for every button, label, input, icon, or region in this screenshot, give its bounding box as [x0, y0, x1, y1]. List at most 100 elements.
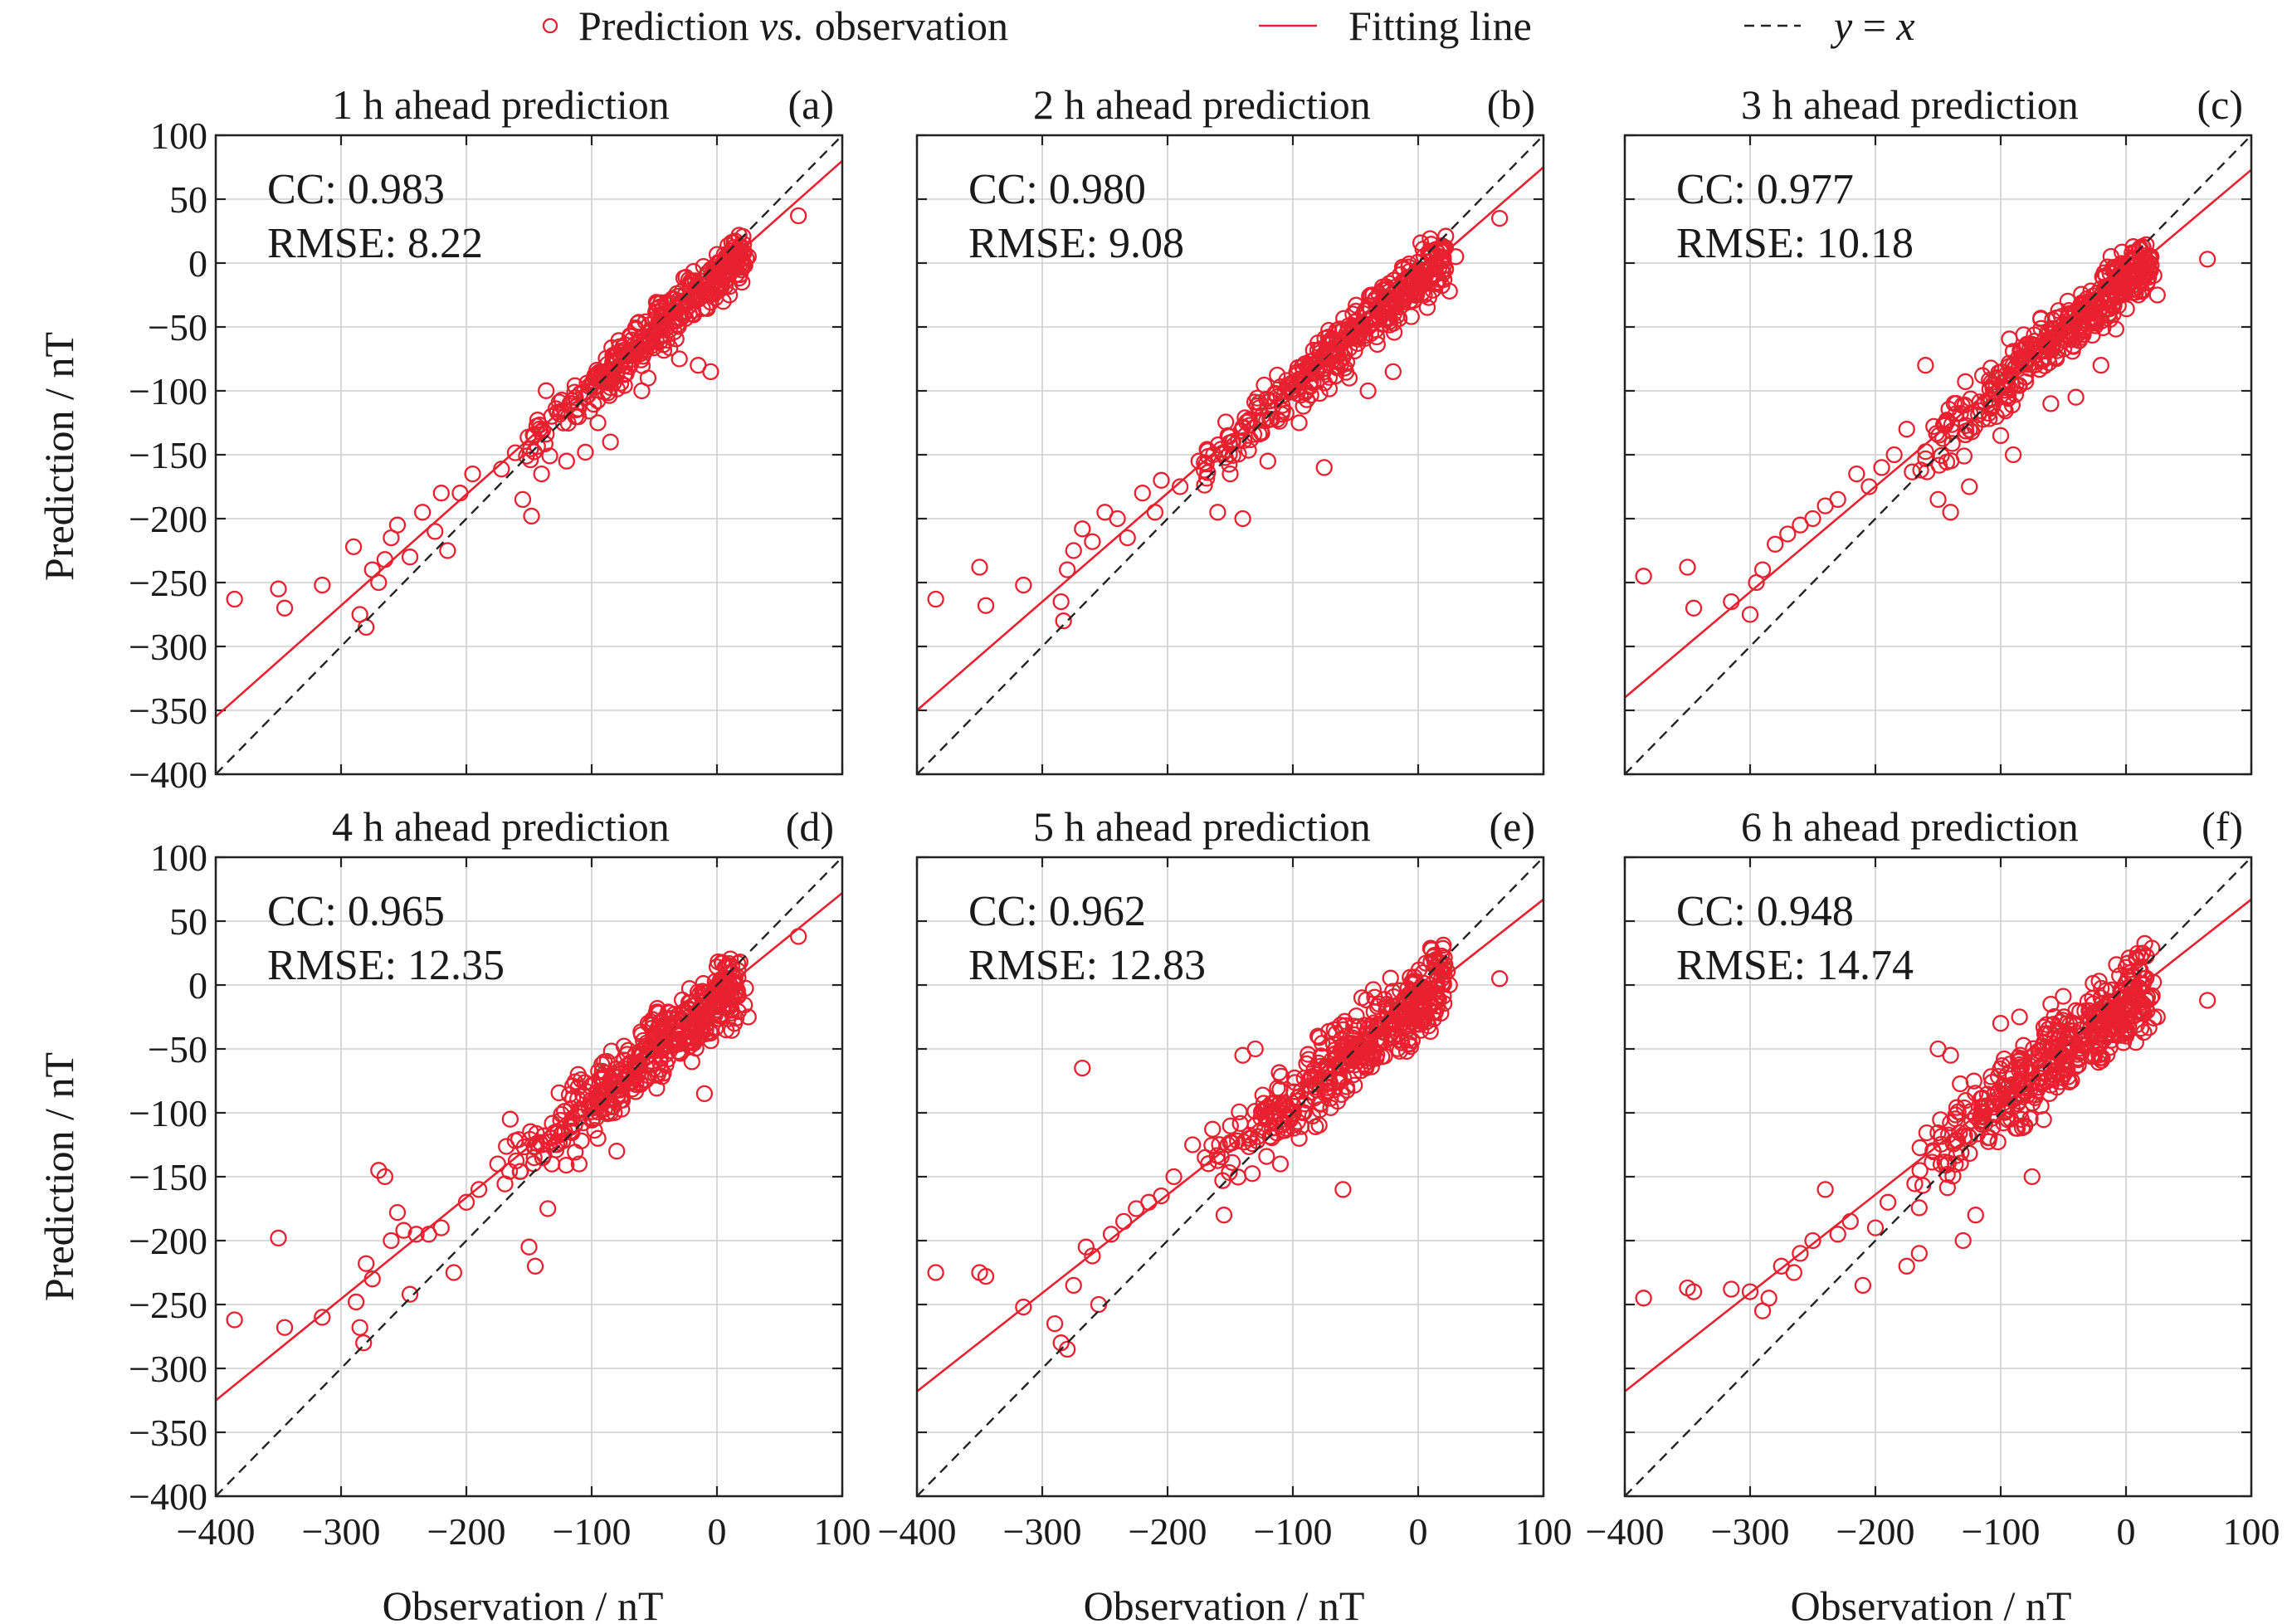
data-point	[2051, 1063, 2069, 1080]
data-point	[2118, 1011, 2135, 1028]
data-point	[1356, 1056, 1373, 1073]
data-point	[1760, 1290, 1777, 1307]
plot-area	[917, 857, 1543, 1496]
data-point	[1879, 1193, 1897, 1211]
data-point	[2119, 954, 2137, 972]
data-point	[1942, 1046, 1959, 1064]
data-point	[2012, 1110, 2030, 1129]
data-point	[1257, 1099, 1275, 1117]
data-point	[1948, 405, 1965, 422]
data-point	[2092, 357, 2109, 374]
grid	[1624, 856, 2252, 1497]
data-point	[1898, 421, 1915, 438]
data-point	[1241, 431, 1259, 449]
data-point	[413, 504, 432, 521]
panel-title: 6 h ahead prediction	[1741, 803, 2079, 850]
data-point	[525, 1138, 543, 1156]
x-tick-label: −400	[1586, 1510, 1665, 1553]
panel-frame	[915, 856, 1545, 1498]
data-point	[723, 1022, 740, 1039]
data-point	[1248, 389, 1266, 407]
data-point	[550, 1084, 568, 1102]
data-point	[2016, 368, 2034, 386]
data-point	[602, 378, 619, 397]
data-point	[1409, 253, 1426, 271]
data-point	[2016, 1078, 2033, 1095]
data-point	[2090, 1010, 2107, 1027]
data-point	[630, 333, 647, 350]
data-point	[1866, 1219, 1885, 1236]
data-point	[1396, 1013, 1413, 1031]
data-point	[1356, 1017, 1373, 1034]
data-point	[2102, 981, 2120, 999]
cc-value: CC: 0.965	[267, 888, 445, 935]
data-point	[1973, 367, 1992, 384]
data-point	[1222, 1117, 1239, 1134]
data-point	[1992, 1061, 2009, 1078]
data-point	[1767, 535, 1784, 553]
data-point	[1952, 1075, 1969, 1093]
data-point	[370, 1162, 388, 1179]
data-point	[577, 443, 594, 461]
x-axis-label-middle: Observation / nT	[1084, 1583, 1365, 1624]
y-tick-label: −50	[148, 306, 207, 349]
data-point	[1272, 1067, 1290, 1085]
data-point	[376, 1168, 394, 1186]
x-tick-label: −100	[1962, 1510, 2041, 1553]
data-point	[790, 207, 807, 225]
data-point	[1741, 606, 1759, 623]
data-point	[2015, 326, 2032, 344]
data-point	[1848, 465, 1865, 483]
panel-label: (c)	[2197, 81, 2244, 128]
panel-frame	[1623, 134, 2253, 776]
data-point	[407, 1226, 425, 1243]
data-point	[558, 1156, 575, 1174]
data-point	[498, 1138, 515, 1155]
data-point	[616, 366, 633, 383]
scatter-panel-d: −400 −300 −200 −100 0 100 −400 −350 −300 −250 −200…	[129, 803, 870, 1553]
scatter-panel-c: 3 h ahead prediction (c) CC: 0.977 RMSE: 10…	[1623, 81, 2253, 776]
data-point	[2011, 1008, 2028, 1026]
data-point	[1741, 1283, 1759, 1300]
data-point	[589, 414, 607, 432]
data-point	[464, 465, 481, 483]
data-point	[1221, 446, 1238, 463]
fitting-line	[917, 898, 1543, 1392]
data-point	[1236, 432, 1253, 449]
data-point	[1276, 1122, 1294, 1139]
data-point	[1217, 449, 1234, 466]
data-point	[1065, 542, 1082, 559]
data-point	[1015, 1298, 1032, 1316]
panel-frame	[214, 134, 844, 776]
data-point	[1785, 1264, 1803, 1281]
data-point	[1995, 400, 2012, 418]
data-point	[1379, 309, 1397, 326]
data-point	[1393, 258, 1412, 276]
data-point	[1165, 1168, 1183, 1186]
data-point	[1951, 1124, 1968, 1142]
data-point	[583, 1103, 601, 1120]
data-point	[1203, 1137, 1221, 1154]
data-point	[613, 1064, 631, 1082]
data-point	[1980, 1133, 1997, 1150]
data-point	[548, 1136, 566, 1153]
data-point	[1246, 1117, 1264, 1134]
fitting-line	[1625, 898, 2251, 1392]
data-point	[1829, 1226, 1846, 1243]
plot-area	[216, 135, 842, 774]
data-point	[1804, 1231, 1821, 1250]
data-point	[626, 1063, 644, 1080]
data-point	[2070, 1051, 2087, 1069]
data-point	[1421, 242, 1439, 260]
data-point	[1917, 357, 1934, 374]
y-tick-label: −100	[129, 1092, 207, 1134]
data-point	[2070, 319, 2088, 337]
data-point	[2071, 1002, 2089, 1021]
data-point	[314, 1309, 331, 1326]
data-point	[432, 1219, 450, 1236]
data-point	[1685, 1283, 1703, 1300]
data-point	[1246, 1040, 1264, 1058]
data-point	[2035, 1018, 2053, 1036]
y-tick-label: −200	[129, 1220, 207, 1262]
data-point	[520, 1238, 538, 1256]
